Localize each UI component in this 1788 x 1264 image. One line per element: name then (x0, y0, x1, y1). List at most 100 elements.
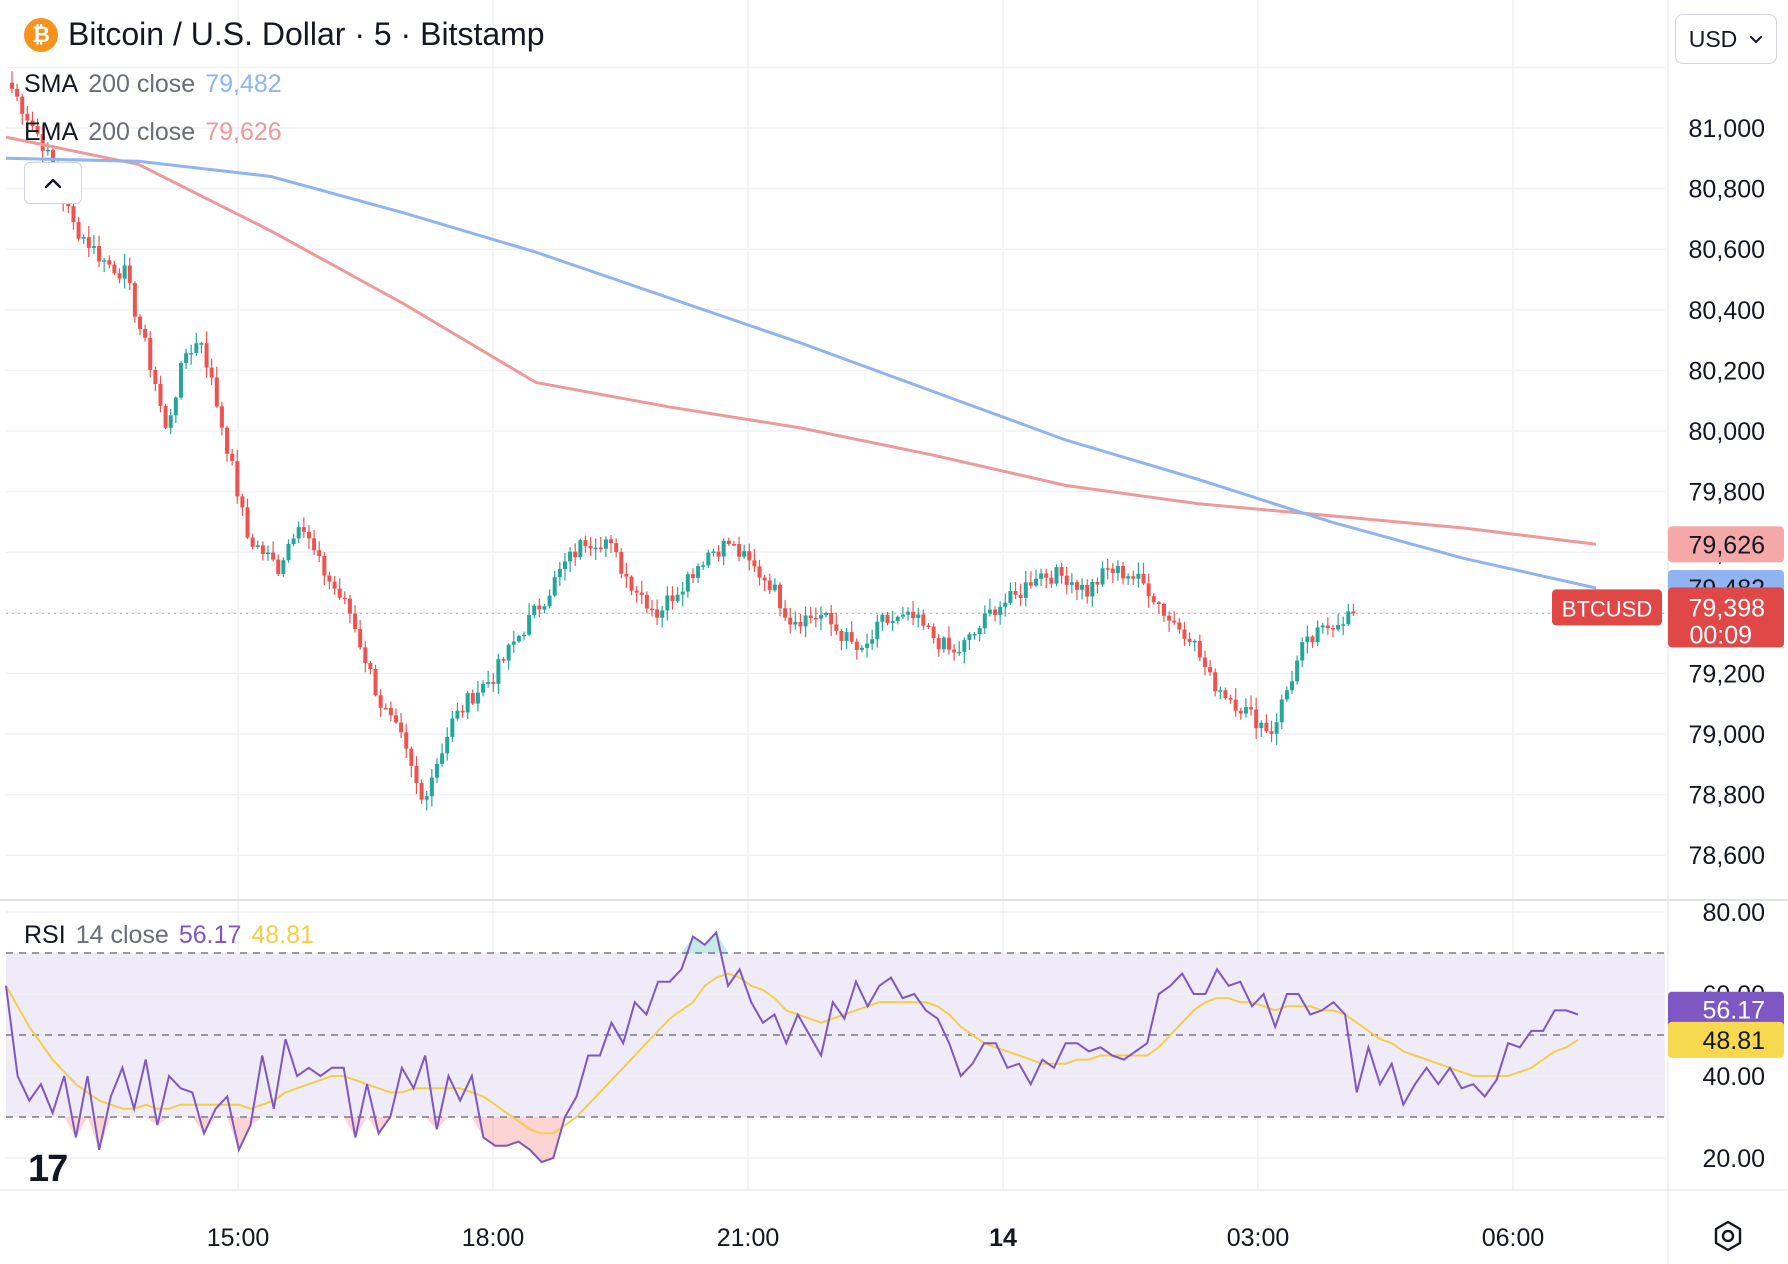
candle (547, 595, 552, 607)
candle (675, 594, 680, 602)
candle (716, 551, 721, 557)
candle (1177, 622, 1182, 630)
candle (987, 609, 992, 614)
candle (854, 641, 859, 650)
candle (394, 715, 398, 723)
candle (522, 634, 526, 637)
candle (757, 566, 762, 578)
candle (568, 551, 573, 562)
candle (1295, 660, 1300, 682)
candle (1208, 667, 1213, 673)
candle (312, 538, 317, 551)
settings-button[interactable] (1710, 1218, 1746, 1254)
currency-label: USD (1688, 25, 1738, 52)
rsi-oversold-fill (541, 1117, 554, 1163)
candle (941, 637, 946, 650)
candle (76, 222, 81, 239)
candle (1121, 565, 1126, 579)
candle (690, 574, 695, 578)
rsi-legend[interactable]: RSI 14 close 56.17 48.81 (24, 921, 314, 950)
candle (762, 577, 767, 581)
candle (225, 427, 230, 454)
candle (890, 620, 895, 623)
candle (158, 383, 163, 406)
candle (1100, 568, 1105, 585)
candle (496, 659, 501, 684)
rsi-value-tag-label: 56.17 (1702, 997, 1765, 1025)
candle (81, 237, 86, 239)
rsi-overbought-fill (693, 936, 705, 953)
candle (1141, 573, 1146, 584)
gear-icon (1714, 1220, 1742, 1252)
candle (624, 573, 629, 577)
candle (214, 377, 219, 407)
rsi-value: 56.17 (178, 921, 242, 949)
candle (501, 659, 506, 661)
rsi-params: 14 close (75, 921, 169, 949)
candle (1172, 620, 1177, 623)
candle (353, 613, 358, 630)
candle (388, 707, 393, 716)
candle (317, 550, 322, 557)
sma-legend[interactable]: SMA 200 close 79,482 (24, 70, 282, 99)
candle (419, 782, 424, 800)
symbol-tag (1552, 589, 1662, 626)
candle (414, 765, 419, 783)
candle (337, 588, 342, 598)
bitcoin-logo-icon: ₿ (24, 17, 58, 52)
rsi-label: RSI (24, 921, 66, 949)
candle (306, 531, 311, 539)
candle (1074, 582, 1079, 590)
rsi-overbought-fill (681, 936, 694, 953)
candle (240, 496, 245, 508)
candle (639, 592, 644, 595)
candle (793, 621, 798, 625)
candle (824, 612, 829, 616)
candle (1167, 615, 1172, 621)
candle (865, 643, 870, 648)
candle (1039, 573, 1044, 579)
candle (219, 406, 224, 428)
candle (731, 543, 736, 546)
candle (982, 613, 987, 629)
candle (1095, 581, 1100, 585)
rsi-ma-value: 48.81 (251, 921, 314, 949)
candle (117, 273, 122, 279)
currency-selector[interactable]: USD (1675, 14, 1777, 64)
candle (619, 552, 624, 574)
candle (1320, 625, 1325, 628)
symbol-title[interactable]: Bitcoin / U.S. Dollar · 5 · Bitstamp (68, 16, 545, 52)
candle (481, 683, 486, 693)
candle (153, 369, 158, 384)
ema-legend[interactable]: EMA 200 close 79,626 (24, 118, 282, 147)
candle (1325, 625, 1330, 629)
candle (957, 651, 962, 654)
ema-label: EMA (24, 118, 79, 146)
candle (276, 559, 281, 574)
rsi-oversold-fill (495, 1117, 507, 1146)
candle (332, 581, 337, 589)
candle (696, 566, 701, 578)
candle (650, 608, 654, 611)
candle (834, 624, 839, 631)
chevron-up-icon (44, 178, 62, 189)
candle (15, 88, 20, 97)
candle (35, 126, 40, 134)
candle (783, 608, 788, 618)
candle (1249, 707, 1254, 710)
candle (322, 556, 327, 576)
candle (1300, 642, 1305, 661)
tradingview-logo[interactable]: 17 (28, 1148, 68, 1190)
candle (532, 605, 537, 616)
candle (573, 551, 578, 558)
price-axis-label: 78,800 (1689, 782, 1765, 810)
candle (880, 614, 885, 622)
time-axis-label: 21:00 (717, 1224, 780, 1252)
candle (936, 638, 941, 650)
candle (434, 763, 439, 778)
ema-200-line (5, 135, 1597, 546)
collapse-legend-button[interactable] (24, 162, 82, 204)
candle (537, 605, 542, 610)
candle (199, 343, 204, 345)
